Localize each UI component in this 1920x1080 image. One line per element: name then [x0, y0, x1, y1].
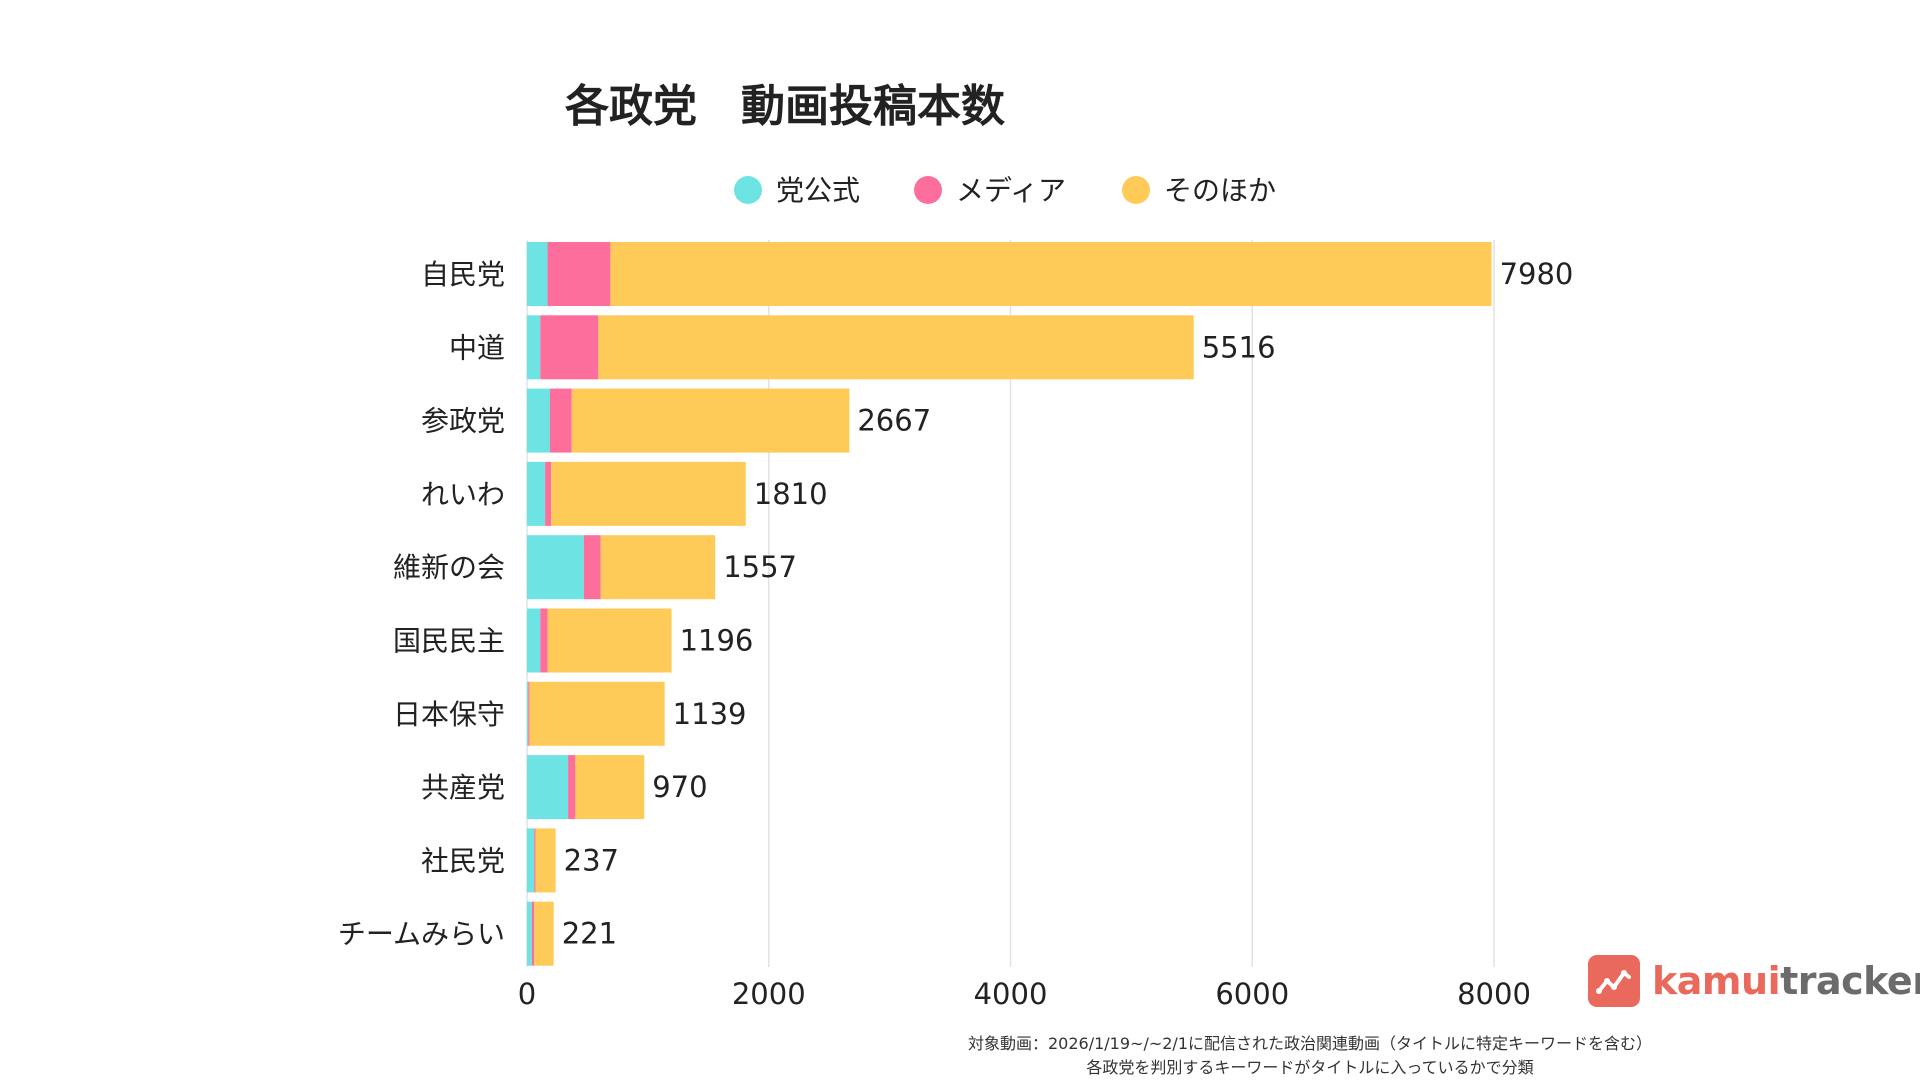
bar-segment-党公式-国民民主 [527, 608, 541, 673]
category-label: れいわ [421, 478, 505, 511]
category-label: 社民党 [421, 844, 505, 877]
bar-segment-党公式-共産党 [527, 755, 569, 820]
bar-total-label: 970 [652, 770, 707, 804]
x-tick-label: 0 [518, 977, 536, 1011]
bar-total-label: 7980 [1500, 257, 1574, 291]
bar-segment-そのほか-参政党 [571, 388, 850, 453]
bar-segment-党公式-社民党 [527, 828, 535, 893]
bar-total-label: 237 [564, 843, 619, 877]
category-label: 共産党 [421, 771, 505, 804]
category-label: 維新の会 [393, 551, 505, 584]
bar-total-label: 1557 [723, 550, 797, 584]
legend-swatch-そのほか [1122, 176, 1150, 204]
bar-segment-メディア-中道 [540, 315, 599, 380]
bar-total-label: 221 [562, 917, 617, 951]
brand-name: kamuitracker [1652, 959, 1920, 1003]
bar-segment-党公式-参政党 [527, 388, 550, 453]
bar-segment-そのほか-共産党 [575, 755, 645, 820]
bar-segment-党公式-れいわ [527, 461, 546, 526]
bar-segment-党公式-チームみらい [527, 901, 532, 966]
bar-segment-メディア-自民党 [547, 242, 611, 306]
bar-segment-メディア-共産党 [568, 755, 576, 820]
bar-segment-メディア-維新の会 [583, 535, 601, 600]
bar-segment-そのほか-中道 [598, 315, 1194, 380]
category-label: 日本保守 [393, 698, 505, 731]
bar-total-label: 1810 [754, 477, 828, 511]
legend-label: 党公式 [776, 174, 860, 207]
trend-chart-icon [1588, 955, 1640, 1007]
trend-line-glyph [1596, 970, 1631, 994]
x-tick-label: 6000 [1215, 977, 1289, 1011]
bar-total-label: 1196 [680, 624, 754, 658]
bar-segment-そのほか-日本保守 [529, 681, 665, 746]
bar-segment-そのほか-社民党 [535, 828, 556, 893]
brand-name-kamui: kamui [1652, 959, 1781, 1003]
chart-title: 各政党 動画投稿本数 [565, 81, 1005, 132]
bar-total-label: 2667 [857, 404, 931, 438]
bar-segment-そのほか-維新の会 [600, 535, 716, 600]
x-tick-label: 8000 [1457, 977, 1531, 1011]
bar-segment-メディア-日本保守 [528, 681, 530, 746]
legend-label: メディア [956, 174, 1066, 207]
bar-segment-そのほか-国民民主 [547, 608, 672, 673]
bar-segment-メディア-れいわ [545, 461, 552, 526]
bar-total-label: 5516 [1202, 330, 1276, 364]
bar-segment-メディア-参政党 [549, 388, 572, 453]
bar-segment-党公式-中道 [527, 315, 541, 380]
brand-name-tracker: tracker [1780, 959, 1920, 1003]
category-label: 参政党 [421, 405, 505, 438]
category-label: 中道 [449, 331, 505, 364]
legend: 党公式 メディア そのほか [734, 174, 1276, 207]
category-label: 自民党 [421, 258, 505, 291]
bar-segment-メディア-チームみらい [531, 901, 535, 966]
legend-swatch-メディア [914, 176, 942, 204]
category-label: チームみらい [338, 918, 505, 951]
legend-swatch-党公式 [734, 176, 762, 204]
bar-segment-党公式-自民党 [527, 242, 548, 306]
x-axis-ticks: 0 2000 4000 6000 8000 [518, 977, 1531, 1011]
x-tick-label: 2000 [732, 977, 806, 1011]
value-labels: 7980 5516 2667 1810 1557 1196 1139 970 237 221 [562, 257, 1574, 951]
bar-segment-メディア-社民党 [534, 828, 536, 893]
legend-label: そのほか [1164, 174, 1276, 207]
bar-segment-党公式-維新の会 [527, 535, 584, 600]
x-tick-label: 4000 [974, 977, 1048, 1011]
bar-segment-そのほか-れいわ [551, 461, 746, 526]
bar-total-label: 1139 [673, 697, 747, 731]
bar-segment-そのほか-自民党 [610, 242, 1492, 306]
bar-segment-メディア-国民民主 [540, 608, 548, 673]
kamuitracker-logo: kamuitracker [1588, 954, 1920, 1008]
bar-segment-そのほか-チームみらい [534, 901, 554, 966]
bar-segment-党公式-日本保守 [527, 681, 529, 746]
bars [527, 242, 1492, 966]
category-label: 国民民主 [393, 625, 505, 658]
footnote-line-2: 各政党を判別するキーワードがタイトルに入っているかで分類 [1086, 1058, 1534, 1077]
footnote-line-1: 対象動画：2026/1/19~/~2/1に配信された政治関連動画（タイトルに特定… [968, 1034, 1652, 1053]
